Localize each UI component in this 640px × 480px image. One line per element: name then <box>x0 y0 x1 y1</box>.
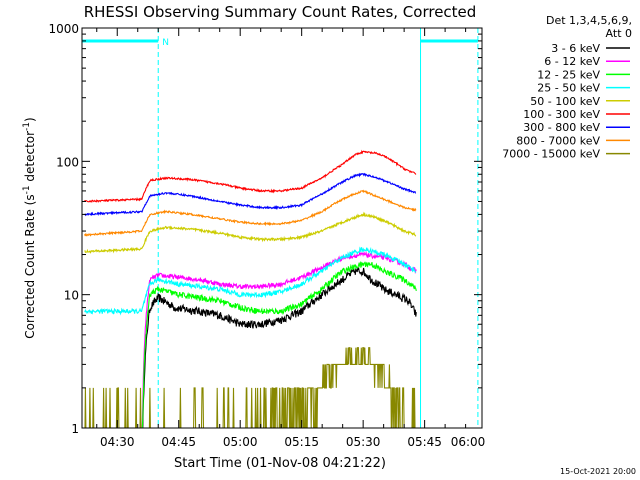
night-label: N <box>162 38 169 48</box>
plot-area <box>81 27 483 429</box>
x-tick-label: 05:00 <box>223 435 258 449</box>
legend-label: 800 - 7000 keV <box>516 134 600 147</box>
y-axis-label-mid: detector <box>23 131 37 186</box>
x-tick-label: 06:00 <box>451 435 486 449</box>
series-line <box>84 189 417 237</box>
y-tick-label: 10 <box>64 289 79 303</box>
legend-label: 3 - 6 keV <box>551 42 600 55</box>
footer-date: 15-Oct-2021 20:00 <box>560 467 636 476</box>
x-tick-label: 05:45 <box>407 435 442 449</box>
legend-label: 100 - 300 keV <box>523 108 600 121</box>
legend-label: 300 - 800 keV <box>523 121 600 134</box>
legend-label: 7000 - 15000 keV <box>502 148 600 161</box>
y-tick-label: 1 <box>71 422 79 436</box>
legend-label: 50 - 100 keV <box>530 95 600 108</box>
legend-label: 12 - 25 keV <box>537 68 600 81</box>
x-axis: 04:30 04:45 05:00 05:15 05:30 05:45 06:00 <box>96 28 486 449</box>
y-tick-label: 100 <box>56 155 79 169</box>
legend-label: 6 - 12 keV <box>544 55 600 68</box>
y-axis-label: Corrected Count Rate (s-1 detector-1) <box>22 117 37 338</box>
series-line <box>84 347 421 429</box>
x-tick-label: 05:30 <box>346 435 381 449</box>
y-axis-label-main: Corrected Count Rate (s <box>23 194 37 338</box>
series-line <box>141 250 417 429</box>
y-axis-label-end: ) <box>23 117 37 122</box>
y-axis-label-sup2: -1 <box>22 122 32 131</box>
legend-title-line-1: Det 1,3,4,5,6,9, <box>546 14 632 27</box>
series-line <box>142 266 417 429</box>
y-axis: 1 10 100 1000 <box>48 22 482 436</box>
series-line <box>84 246 417 316</box>
chart-title: RHESSI Observing Summary Count Rates, Co… <box>84 3 477 21</box>
series-line <box>84 211 417 254</box>
x-tick-label: 04:45 <box>161 435 196 449</box>
x-tick-label: 05:15 <box>284 435 319 449</box>
night-shading: N <box>81 28 479 428</box>
series-group <box>84 149 421 429</box>
legend-title-line-2: Att 0 <box>606 27 632 40</box>
x-axis-label: Start Time (01-Nov-08 04:21:22) <box>174 456 386 471</box>
legend-label: 25 - 50 keV <box>537 82 600 95</box>
y-axis-label-sup1: -1 <box>22 185 32 194</box>
series-line <box>84 172 417 217</box>
x-tick-label: 04:30 <box>100 435 135 449</box>
y-tick-label: 1000 <box>48 22 79 36</box>
series-line <box>141 261 417 429</box>
series-line <box>84 149 417 203</box>
